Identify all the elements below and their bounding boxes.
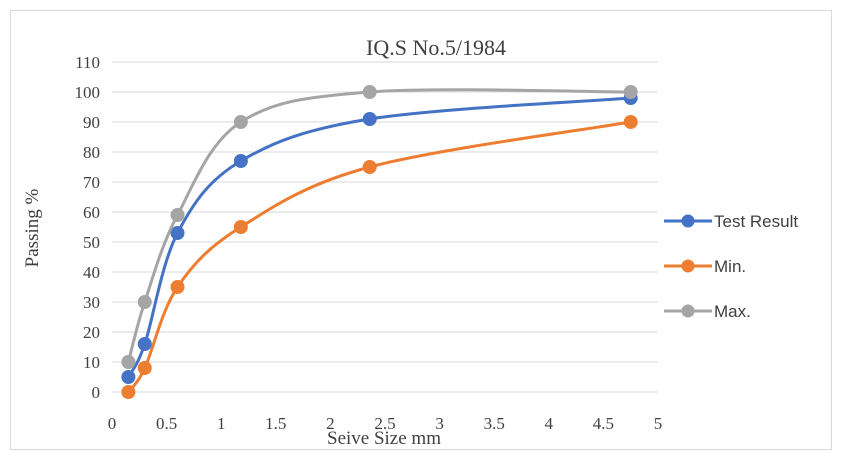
series-line [127, 96, 631, 378]
data-point [362, 85, 377, 99]
y-tick-label: 40 [83, 263, 100, 282]
data-point [137, 337, 152, 351]
x-tick-label: 4.5 [593, 414, 614, 433]
y-tick-label: 50 [83, 233, 100, 252]
data-point [170, 226, 185, 240]
series-1 [121, 115, 638, 399]
legend-entry: Max. [664, 302, 751, 321]
x-tick-label: 2 [326, 414, 335, 433]
y-axis-label: Passing % [22, 189, 43, 268]
data-point [233, 220, 248, 234]
x-axis-label: Seive Size mm [327, 428, 441, 449]
legend-entry: Test Result [664, 212, 798, 231]
legend-label: Max. [714, 302, 751, 321]
x-tick-label: 0.5 [156, 414, 177, 433]
x-tick-label: 3 [435, 414, 444, 433]
x-tick-label: 5 [654, 414, 663, 433]
data-point [362, 112, 377, 126]
x-tick-labels: 0 0.5 1 1.5 2 2.5 3 3.5 4 4.5 5 [108, 414, 663, 433]
y-tick-label: 80 [83, 143, 100, 162]
data-point [233, 115, 248, 129]
y-tick-label: 10 [83, 353, 100, 372]
data-point [121, 370, 136, 384]
series-lines [121, 85, 638, 399]
gridlines [112, 61, 658, 393]
series-2 [121, 85, 638, 369]
data-point [137, 295, 152, 309]
y-tick-label: 90 [83, 113, 100, 132]
x-tick-label: 0 [108, 414, 117, 433]
data-point [170, 280, 185, 294]
data-point [121, 385, 136, 399]
y-tick-label: 0 [92, 383, 101, 402]
legend-label: Test Result [714, 212, 798, 231]
y-tick-label: 70 [83, 173, 100, 192]
legend: Test Result Min. Max. [664, 212, 798, 321]
data-point [623, 115, 638, 129]
series-line [126, 88, 631, 363]
data-point [121, 355, 136, 369]
data-point [362, 160, 377, 174]
data-point [623, 85, 638, 99]
legend-marker [681, 214, 695, 228]
data-point [233, 154, 248, 168]
y-tick-label: 20 [83, 323, 100, 342]
x-tick-label: 3.5 [484, 414, 505, 433]
legend-marker [681, 259, 695, 273]
chart-frame [10, 10, 832, 450]
legend-marker [681, 304, 695, 318]
series-0 [121, 91, 638, 384]
chart-title: IQ.S No.5/1984 [366, 35, 506, 60]
legend-entry: Min. [664, 257, 746, 276]
legend-label: Min. [714, 257, 746, 276]
y-tick-labels: 0 10 20 30 40 50 60 70 80 90 100 110 [75, 53, 101, 402]
y-tick-label: 30 [83, 293, 100, 312]
y-tick-label: 60 [83, 203, 100, 222]
data-point [137, 361, 152, 375]
y-tick-label: 100 [75, 83, 101, 102]
y-tick-label: 110 [75, 53, 100, 72]
x-tick-label: 2.5 [374, 414, 395, 433]
x-tick-label: 4 [545, 414, 554, 433]
data-point [170, 208, 185, 222]
x-tick-label: 1.5 [265, 414, 286, 433]
x-tick-label: 1 [217, 414, 226, 433]
